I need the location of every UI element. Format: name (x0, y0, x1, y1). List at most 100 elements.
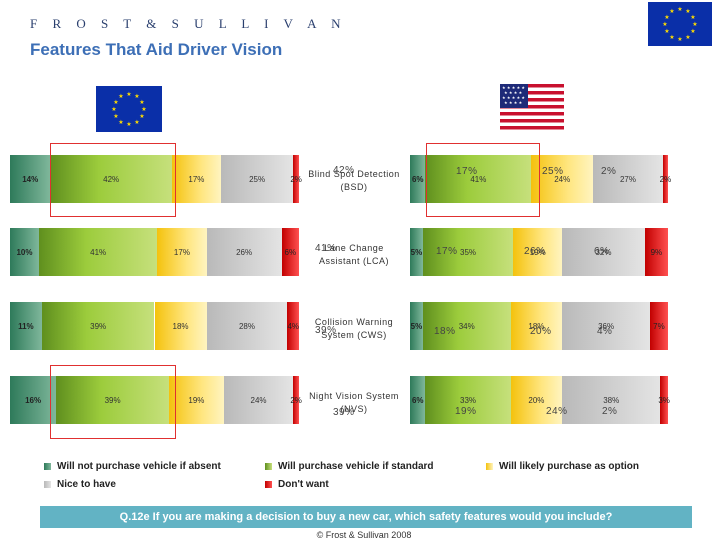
bar-segment-likely-option: 19% (513, 228, 563, 276)
svg-text:★: ★ (677, 6, 682, 13)
svg-text:★: ★ (664, 14, 669, 21)
eu-flag-icon: ★ ★★ ★★★ ★★★ ★★★ (96, 86, 162, 132)
svg-text:★ ★ ★ ★: ★ ★ ★ ★ (504, 90, 523, 95)
bar-segment-will-not-purchase: 5% (410, 228, 423, 276)
svg-text:★: ★ (126, 91, 131, 98)
svg-text:★ ★ ★ ★: ★ ★ ★ ★ (504, 100, 523, 105)
svg-text:★: ★ (690, 28, 695, 35)
svg-text:★: ★ (692, 21, 697, 28)
bar-segment-nice-to-have: 38% (562, 376, 661, 424)
overlay-value-label: 6% (594, 246, 610, 257)
svg-text:★: ★ (677, 36, 682, 43)
overlay-value-label: 39% (333, 407, 355, 418)
bar-segment-will-not-purchase: 10% (10, 228, 39, 276)
highlight-box (50, 365, 176, 439)
yellow-swatch-icon (486, 463, 493, 470)
green-swatch-icon (265, 463, 272, 470)
bar-segment-dont-want: 3% (658, 376, 670, 424)
overlay-value-label: 2% (601, 166, 617, 177)
copyright: © Frost & Sullivan 2008 (316, 530, 412, 540)
bar-segment-likely-option: 20% (510, 376, 563, 424)
bar-segment-likely-option: 17% (171, 155, 221, 203)
bar-eu-2: 11% 39% 18% 28% 4% (10, 302, 299, 350)
bar-segment-nice-to-have: 32% (562, 228, 645, 276)
svg-text:★: ★ (113, 99, 118, 106)
svg-text:★: ★ (141, 106, 146, 113)
svg-text:★: ★ (139, 99, 144, 106)
bar-eu-3: 16% 39% 19% 24% 2% (10, 376, 302, 424)
bar-segment-dont-want: 9% (644, 228, 668, 276)
feature-label-cws: Collision Warning System (CWS) (314, 317, 394, 340)
overlay-value-label: 19% (455, 406, 477, 417)
svg-text:★: ★ (669, 34, 674, 41)
svg-text:★: ★ (139, 113, 144, 120)
svg-text:★ ★ ★ ★ ★: ★ ★ ★ ★ ★ (502, 85, 525, 90)
svg-text:★: ★ (118, 119, 123, 126)
bar-eu-0: 14% 42% 17% 25% 2% (10, 155, 302, 203)
bar-segment-nice-to-have: 36% (562, 302, 650, 350)
us-flag-icon: ★ ★ ★ ★ ★★ ★ ★ ★ ★ ★ ★ ★ ★★ ★ ★ ★ (500, 84, 564, 130)
bar-segment-will-not-purchase: 16% (10, 376, 57, 424)
overlay-value-label: 17% (456, 166, 478, 177)
svg-text:★ ★ ★ ★ ★: ★ ★ ★ ★ ★ (502, 95, 525, 100)
gray-swatch-icon (44, 481, 51, 488)
overlay-value-label: 17% (436, 246, 458, 257)
highlight-box (50, 143, 176, 217)
overlay-value-label: 39% (315, 325, 337, 336)
bar-segment-will-not-purchase: 11% (10, 302, 42, 350)
svg-text:★: ★ (126, 121, 131, 128)
bar-segment-will-purchase-standard: 41% (38, 228, 158, 276)
overlay-value-label: 2% (602, 406, 618, 417)
eu-flag-icon: ★ ★★ ★★★ ★★★ ★★★ (648, 2, 712, 46)
feature-label-nvs: Night Vision System (NVS) (309, 391, 399, 414)
overlay-value-label: 25% (542, 166, 564, 177)
bar-segment-will-purchase-standard: 42% (50, 155, 172, 203)
svg-text:★: ★ (664, 28, 669, 35)
svg-text:★: ★ (111, 106, 116, 113)
bar-segment-likely-option: 19% (168, 376, 224, 424)
overlay-value-label: 24% (546, 406, 568, 417)
overlay-value-label: 41% (315, 243, 337, 254)
feature-label-bsd: Blind Spot Detection (BSD) (308, 169, 400, 192)
teal-swatch-icon (44, 463, 51, 470)
bar-segment-likely-option: 17% (157, 228, 207, 276)
bar-segment-will-purchase-standard: 33% (425, 376, 511, 424)
svg-text:★: ★ (685, 8, 690, 15)
bar-segment-likely-option: 24% (531, 155, 594, 203)
svg-text:★: ★ (118, 93, 123, 100)
bar-segment-will-not-purchase: 6% (410, 155, 426, 203)
overlay-value-label: 4% (597, 326, 613, 337)
brand-logo: F R O S T & S U L L I V A N (30, 16, 347, 31)
bar-segment-will-purchase-standard: 34% (422, 302, 511, 350)
svg-text:★: ★ (113, 113, 118, 120)
bar-segment-will-not-purchase: 14% (10, 155, 51, 203)
bar-segment-will-not-purchase: 6% (410, 376, 426, 424)
bar-segment-dont-want: 7% (649, 302, 668, 350)
bar-segment-will-purchase-standard: 35% (422, 228, 514, 276)
bar-eu-1: 10% 41% 17% 26% 6% (10, 228, 299, 276)
svg-text:★: ★ (669, 8, 674, 15)
bar-segment-likely-option: 18% (154, 302, 207, 350)
legend-item-will-not-purchase: Will not purchase vehicle if absent (44, 461, 221, 472)
bar-segment-nice-to-have: 26% (206, 228, 282, 276)
overlay-value-label: 42% (333, 165, 355, 176)
bar-segment-dont-want: 4% (287, 302, 299, 350)
bar-segment-nice-to-have: 25% (220, 155, 294, 203)
bar-segment-nice-to-have: 27% (593, 155, 663, 203)
red-swatch-icon (265, 481, 272, 488)
svg-text:★: ★ (134, 93, 139, 100)
bar-segment-dont-want: 2% (290, 376, 302, 424)
svg-text:★: ★ (662, 21, 667, 28)
svg-text:★: ★ (134, 119, 139, 126)
bar-segment-will-purchase-standard: 39% (41, 302, 155, 350)
bar-segment-will-purchase-standard: 41% (425, 155, 532, 203)
bar-us-3: 6% 33% 20% 38% 3% (410, 376, 670, 424)
legend-item-will-purchase-standard: Will purchase vehicle if standard (265, 461, 434, 472)
legend-item-dont-want: Don't want (265, 479, 329, 490)
question-banner: Q.12e If you are making a decision to bu… (40, 506, 692, 528)
bar-us-2: 5% 34% 18% 36% 7% (410, 302, 668, 350)
bar-segment-dont-want: 2% (660, 155, 671, 203)
highlight-box (426, 143, 540, 217)
overlay-value-label: 20% (530, 326, 552, 337)
feature-label-lca: Lane Change Assistant (LCA) (318, 243, 390, 266)
